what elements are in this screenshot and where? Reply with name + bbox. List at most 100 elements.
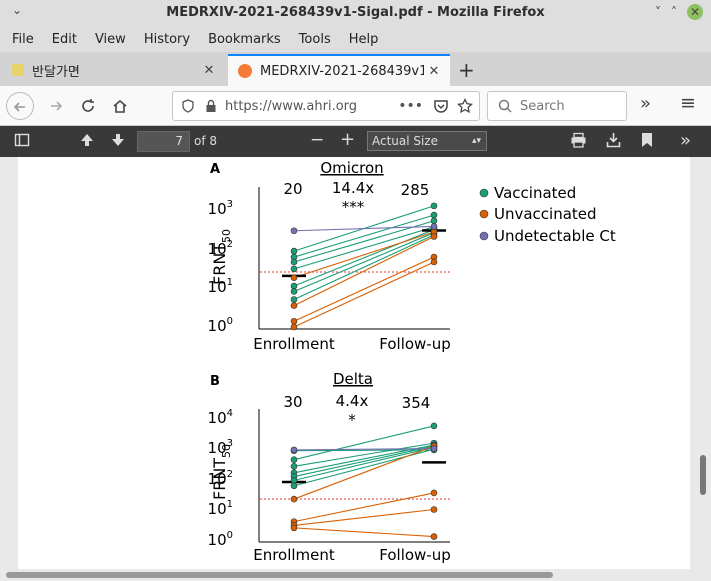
menu-help[interactable]: Help xyxy=(348,31,379,47)
panel-b-title: Delta xyxy=(333,370,373,388)
panel-a-ytick-1: 101 xyxy=(208,277,233,296)
paired-line xyxy=(293,425,435,461)
new-tab-button[interactable]: + xyxy=(458,58,475,82)
panel-a-ytick-2: 102 xyxy=(208,239,233,258)
vertical-scrollbar[interactable] xyxy=(696,157,708,569)
paired-line xyxy=(293,229,435,287)
panel-a-ytick-0: 100 xyxy=(208,316,233,335)
zoom-in-button[interactable]: + xyxy=(340,129,356,150)
data-point xyxy=(430,506,438,513)
bookmark-icon[interactable] xyxy=(641,132,653,148)
menu-file[interactable]: File xyxy=(12,31,34,47)
data-point xyxy=(290,274,298,281)
panel-b-ylabel: FRNT50 xyxy=(210,444,233,500)
data-point xyxy=(290,296,298,303)
data-point xyxy=(290,258,298,266)
horizontal-scroll-thumb[interactable] xyxy=(6,572,553,578)
overflow-menu-button[interactable]: » xyxy=(640,93,652,114)
data-point xyxy=(290,265,298,273)
tab-medrxiv-pdf[interactable]: MEDRXIV-2021-268439v1-Si ✕ xyxy=(228,54,450,86)
close-tab-icon[interactable]: ✕ xyxy=(203,62,215,78)
vertical-scroll-thumb[interactable] xyxy=(700,455,706,495)
data-point xyxy=(290,446,298,454)
pdf-tools-button[interactable]: » xyxy=(680,130,692,151)
home-button[interactable] xyxy=(106,92,134,120)
paired-line xyxy=(293,508,435,526)
close-window-icon[interactable]: ✕ xyxy=(687,4,703,20)
pdf-viewer: A Omicron 20 14.4x *** 285 103 102 101 1… xyxy=(0,157,711,569)
panel-a-plot xyxy=(260,202,450,331)
data-point xyxy=(290,302,298,309)
close-tab-icon[interactable]: ✕ xyxy=(428,63,440,79)
menu-history[interactable]: History xyxy=(143,31,191,47)
panel-b-ytick-1: 101 xyxy=(208,499,233,518)
lock-icon xyxy=(206,99,216,112)
back-arrow-icon xyxy=(13,102,25,112)
panel-b-fold-change: 4.4x xyxy=(336,392,369,410)
sidebar-toggle-icon[interactable] xyxy=(14,132,30,148)
paired-line xyxy=(293,442,435,467)
window-menu-icon[interactable]: ⌄ xyxy=(12,3,23,17)
panel-b-left-value: 30 xyxy=(283,393,302,411)
legend-undetectable: Undetectable Ct xyxy=(494,227,616,245)
panel-a-xtick-followup: Follow-up xyxy=(379,335,451,353)
panel-a-xtick-enrollment: Enrollment xyxy=(253,335,335,353)
next-page-icon[interactable] xyxy=(110,132,126,148)
panel-b-ytick-2: 102 xyxy=(208,469,233,488)
legend-vaccinated: Vaccinated xyxy=(494,184,576,202)
paired-line xyxy=(293,445,435,500)
menu-tools[interactable]: Tools xyxy=(298,31,331,47)
reload-button[interactable] xyxy=(74,92,102,120)
data-point xyxy=(430,233,438,240)
navigation-toolbar: https://www.ahri.org ••• Search » ≡ xyxy=(0,86,711,126)
previous-page-icon[interactable] xyxy=(79,132,95,148)
hamburger-menu-icon[interactable]: ≡ xyxy=(680,92,696,114)
tab-bar: 반달가면 ✕ MEDRXIV-2021-268439v1-Si ✕ xyxy=(0,52,711,86)
legend-undetectable-marker xyxy=(479,231,489,241)
panel-b-ytick-3: 103 xyxy=(208,438,233,457)
page-count: of 8 xyxy=(194,134,218,148)
panel-b-ytick-0: 100 xyxy=(208,530,233,549)
menu-bookmarks[interactable]: Bookmarks xyxy=(208,31,281,47)
zoom-select-value: Actual Size xyxy=(372,134,439,148)
data-point xyxy=(290,227,298,235)
panel-b-xtick-enrollment: Enrollment xyxy=(253,546,335,564)
forward-button[interactable] xyxy=(42,92,70,120)
data-point xyxy=(290,524,298,532)
search-field[interactable]: Search xyxy=(487,91,627,121)
back-button[interactable] xyxy=(6,92,34,120)
tab-label: 반달가면 xyxy=(32,64,80,80)
url-text[interactable]: https://www.ahri.org xyxy=(225,98,358,114)
menu-edit[interactable]: Edit xyxy=(51,31,77,47)
data-point xyxy=(290,482,298,490)
download-icon[interactable] xyxy=(606,132,621,148)
tab-favicon-icon xyxy=(12,64,24,76)
paired-line xyxy=(293,527,435,538)
tab-bandal[interactable]: 반달가면 ✕ xyxy=(0,54,225,86)
minimize-icon[interactable]: ˅ xyxy=(655,5,661,19)
panel-b-ytick-4: 104 xyxy=(208,408,233,427)
panel-b-significance: * xyxy=(348,411,356,429)
figure-svg: A Omicron 20 14.4x *** 285 103 102 101 1… xyxy=(208,159,616,564)
menu-view[interactable]: View xyxy=(94,31,126,47)
panel-a-letter: A xyxy=(210,162,220,177)
page-actions-icon[interactable]: ••• xyxy=(398,98,423,114)
maximize-icon[interactable]: ˄ xyxy=(671,5,677,19)
search-icon xyxy=(498,99,512,113)
zoom-out-button[interactable]: − xyxy=(310,130,325,150)
data-point xyxy=(430,422,438,430)
data-point xyxy=(430,258,438,266)
paired-line xyxy=(293,234,435,301)
paired-line xyxy=(293,232,435,292)
data-point xyxy=(290,282,298,290)
paired-line xyxy=(293,226,435,270)
url-bar[interactable]: https://www.ahri.org ••• xyxy=(172,91,480,121)
data-point xyxy=(430,223,438,230)
print-icon[interactable] xyxy=(570,132,587,148)
page-number-input[interactable]: 7 xyxy=(137,131,190,152)
zoom-select[interactable]: Actual Size ▴▾ xyxy=(367,131,487,151)
panel-a-left-value: 20 xyxy=(283,180,302,198)
home-icon xyxy=(113,99,127,113)
paired-line xyxy=(293,447,435,451)
data-point xyxy=(430,445,438,452)
